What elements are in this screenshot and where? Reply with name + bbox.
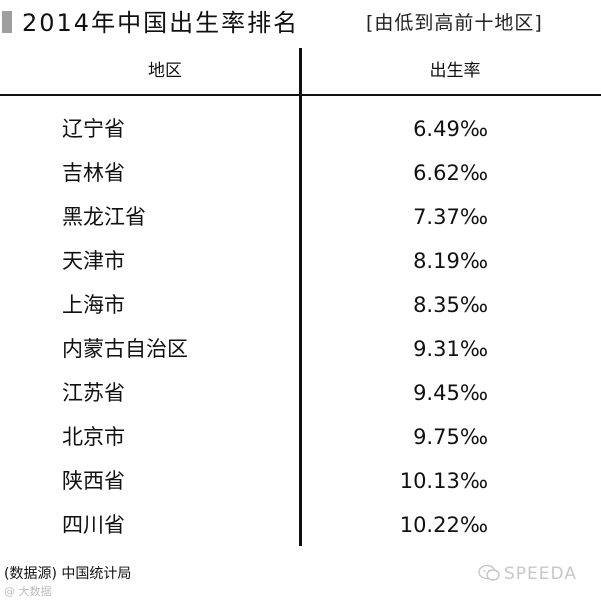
birth-rate-cell: 9.75‰ — [413, 425, 488, 449]
speeda-watermark: SPEEDA — [478, 562, 577, 586]
region-cell: 陕西省 — [62, 469, 125, 493]
table-body: 辽宁省 6.49‰ 吉林省 6.62‰ 黑龙江省 7.37‰ 天津市 8.19‰ 上海市 8.35… — [0, 108, 601, 548]
chart-title-bar: 2014年中国出生率排名 [由低到高前十地区] — [0, 6, 601, 40]
region-cell: 内蒙古自治区 — [62, 337, 188, 361]
birth-rate-cell: 8.35‰ — [413, 293, 488, 317]
table-row: 北京市 9.75‰ — [0, 416, 601, 460]
birth-rate-cell: 9.31‰ — [413, 337, 488, 361]
wechat-icon — [478, 564, 500, 581]
birth-rate-cell: 7.37‰ — [413, 205, 488, 229]
table-row: 天津市 8.19‰ — [0, 240, 601, 284]
region-cell: 黑龙江省 — [62, 205, 146, 229]
column-divider — [299, 48, 302, 546]
column-header-rate: 出生率 — [429, 61, 481, 81]
region-cell: 辽宁省 — [62, 117, 125, 141]
birth-rate-cell: 6.49‰ — [413, 117, 488, 141]
chart-subtitle: [由低到高前十地区] — [366, 12, 543, 34]
region-cell: 北京市 — [62, 425, 125, 449]
table-row: 江苏省 9.45‰ — [0, 372, 601, 416]
chart-title: 2014年中国出生率排名 — [22, 9, 300, 37]
table-row: 四川省 10.22‰ — [0, 504, 601, 548]
region-cell: 上海市 — [62, 293, 125, 317]
column-header-region: 地区 — [148, 61, 182, 81]
region-cell: 吉林省 — [62, 161, 125, 185]
data-source-note: (数据源) 中国统计局 — [4, 566, 132, 582]
table-row: 陕西省 10.13‰ — [0, 460, 601, 504]
speeda-watermark-text: SPEEDA — [504, 564, 577, 584]
table-row: 辽宁省 6.49‰ — [0, 108, 601, 152]
table-row: 吉林省 6.62‰ — [0, 152, 601, 196]
birth-rate-cell: 6.62‰ — [413, 161, 488, 185]
region-cell: 四川省 — [62, 513, 125, 537]
watermark-left: @ 大数据 — [4, 585, 52, 598]
birth-rate-cell: 8.19‰ — [413, 249, 488, 273]
table-row: 上海市 8.35‰ — [0, 284, 601, 328]
ranking-table: 地区 出生率 辽宁省 6.49‰ 吉林省 6.62‰ 黑龙江省 7.37‰ 天津市 8.19‰… — [0, 48, 601, 548]
region-cell: 江苏省 — [62, 381, 125, 405]
birth-rate-cell: 10.22‰ — [399, 513, 488, 537]
title-accent-bar — [2, 11, 12, 33]
birth-rate-cell: 10.13‰ — [399, 469, 488, 493]
table-row: 内蒙古自治区 9.31‰ — [0, 328, 601, 372]
region-cell: 天津市 — [62, 249, 125, 273]
table-row: 黑龙江省 7.37‰ — [0, 196, 601, 240]
birth-rate-cell: 9.45‰ — [413, 381, 488, 405]
